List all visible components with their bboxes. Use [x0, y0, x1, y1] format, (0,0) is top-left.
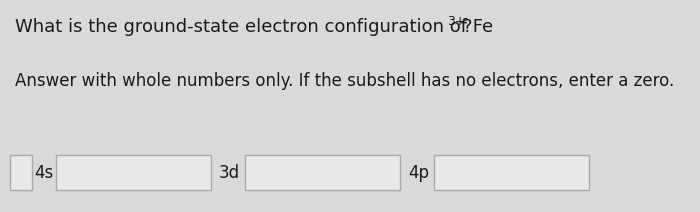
Text: ?: ?	[463, 18, 473, 36]
Text: 3d: 3d	[219, 163, 240, 181]
FancyBboxPatch shape	[56, 155, 211, 190]
FancyBboxPatch shape	[434, 155, 589, 190]
Text: 4s: 4s	[34, 163, 53, 181]
Text: 4p: 4p	[408, 163, 429, 181]
FancyBboxPatch shape	[245, 155, 400, 190]
Text: 3+: 3+	[447, 15, 466, 28]
Text: What is the ground-state electron configuration of Fe: What is the ground-state electron config…	[15, 18, 493, 36]
FancyBboxPatch shape	[10, 155, 32, 190]
Text: Answer with whole numbers only. If the subshell has no electrons, enter a zero.: Answer with whole numbers only. If the s…	[15, 72, 674, 90]
